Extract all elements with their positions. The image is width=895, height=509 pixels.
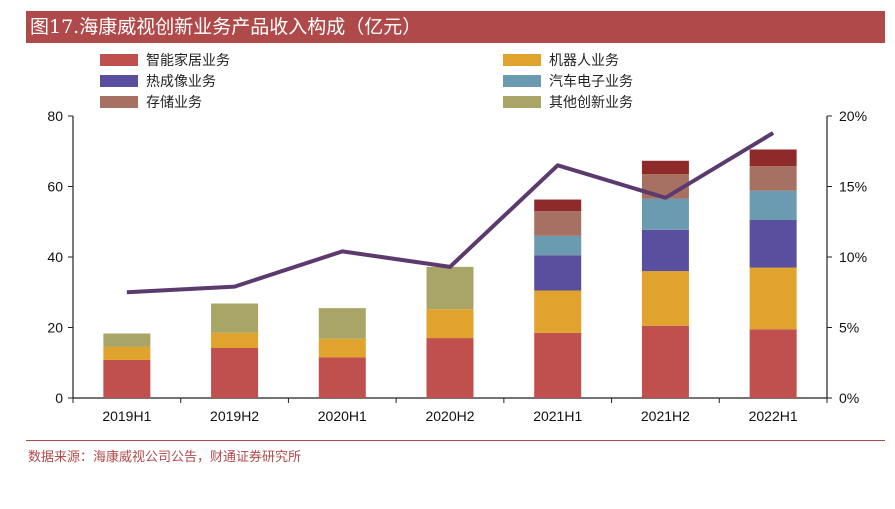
y-tick-label: 0 [55, 390, 63, 406]
legend-item-robot: 机器人业务 [503, 50, 619, 70]
x-tick-label: 2020H1 [318, 408, 367, 424]
bar-segment [103, 333, 151, 347]
bar-segment [641, 325, 689, 398]
bar-segment [641, 229, 689, 272]
legend-label: 智能家居业务 [146, 53, 230, 69]
bar-segment [103, 359, 151, 398]
y-tick-label: 40 [47, 249, 63, 265]
legend-label: 热成像业务 [146, 74, 216, 90]
bar-segment [749, 329, 797, 398]
y2-tick-label: 0% [839, 390, 859, 406]
share-line [126, 131, 775, 295]
legend-swatch [503, 96, 541, 108]
bar-segment [103, 346, 151, 360]
bar-segment [318, 338, 366, 358]
legend-item-smart-home: 智能家居业务 [100, 50, 230, 70]
bar-segment [749, 166, 797, 191]
bar-segment [426, 338, 474, 398]
y2-tick-label: 15% [839, 179, 867, 195]
y2-tick-label: 20% [839, 108, 867, 124]
legend-label: 机器人业务 [549, 53, 619, 69]
legend-item-other: 其他创新业务 [503, 92, 633, 112]
bar-segment [534, 211, 582, 236]
x-tick-label: 2022H1 [749, 408, 798, 424]
source-divider [26, 440, 885, 441]
x-tick-label: 2019H2 [210, 408, 259, 424]
bar-segment [534, 235, 582, 256]
legend-item-storage: 存储业务 [100, 92, 202, 112]
bar-segment [641, 198, 689, 230]
bar-segment [749, 267, 797, 330]
bar-segment [749, 190, 797, 220]
legend-swatch [100, 54, 138, 66]
legend-swatch [503, 54, 541, 66]
bar-segment [641, 160, 689, 175]
x-tick-label: 2020H2 [425, 408, 474, 424]
y-tick-label: 80 [47, 108, 63, 124]
bar-segment [534, 332, 582, 398]
x-tick-label: 2021H1 [533, 408, 582, 424]
legend-swatch [100, 75, 138, 87]
bar-segment [211, 332, 259, 348]
x-tick-label: 2019H1 [102, 408, 151, 424]
legend-swatch [100, 96, 138, 108]
chart-title: 图17.海康威视创新业务产品收入构成（亿元） [26, 11, 885, 43]
source-note: 数据来源：海康威视公司公告，财通证券研究所 [28, 450, 302, 465]
bar-segment [749, 219, 797, 268]
bar-segment [426, 266, 474, 310]
y-tick-label: 20 [47, 320, 63, 336]
bar-segment [426, 309, 474, 339]
bar-segment [211, 347, 259, 398]
bar-segment [318, 308, 366, 339]
x-tick-label: 2021H2 [641, 408, 690, 424]
bar-segment [534, 255, 582, 291]
legend: 智能家居业务 机器人业务 热成像业务 汽车电子业务 存储业务 其他创新业务 [0, 48, 895, 114]
bar-segment [534, 290, 582, 333]
legend-swatch [503, 75, 541, 87]
bar-segment [211, 303, 259, 333]
bar-segment [534, 199, 582, 212]
legend-label: 存储业务 [146, 95, 202, 111]
y2-tick-label: 5% [839, 320, 859, 336]
legend-label: 其他创新业务 [549, 95, 633, 111]
bar-segment [641, 271, 689, 326]
legend-item-thermal: 热成像业务 [100, 71, 216, 91]
legend-label: 汽车电子业务 [549, 74, 633, 90]
legend-item-auto: 汽车电子业务 [503, 71, 633, 91]
bar-segment [318, 357, 366, 398]
bar-segment [749, 149, 797, 167]
y2-tick-label: 10% [839, 249, 867, 265]
y-tick-label: 60 [47, 179, 63, 195]
